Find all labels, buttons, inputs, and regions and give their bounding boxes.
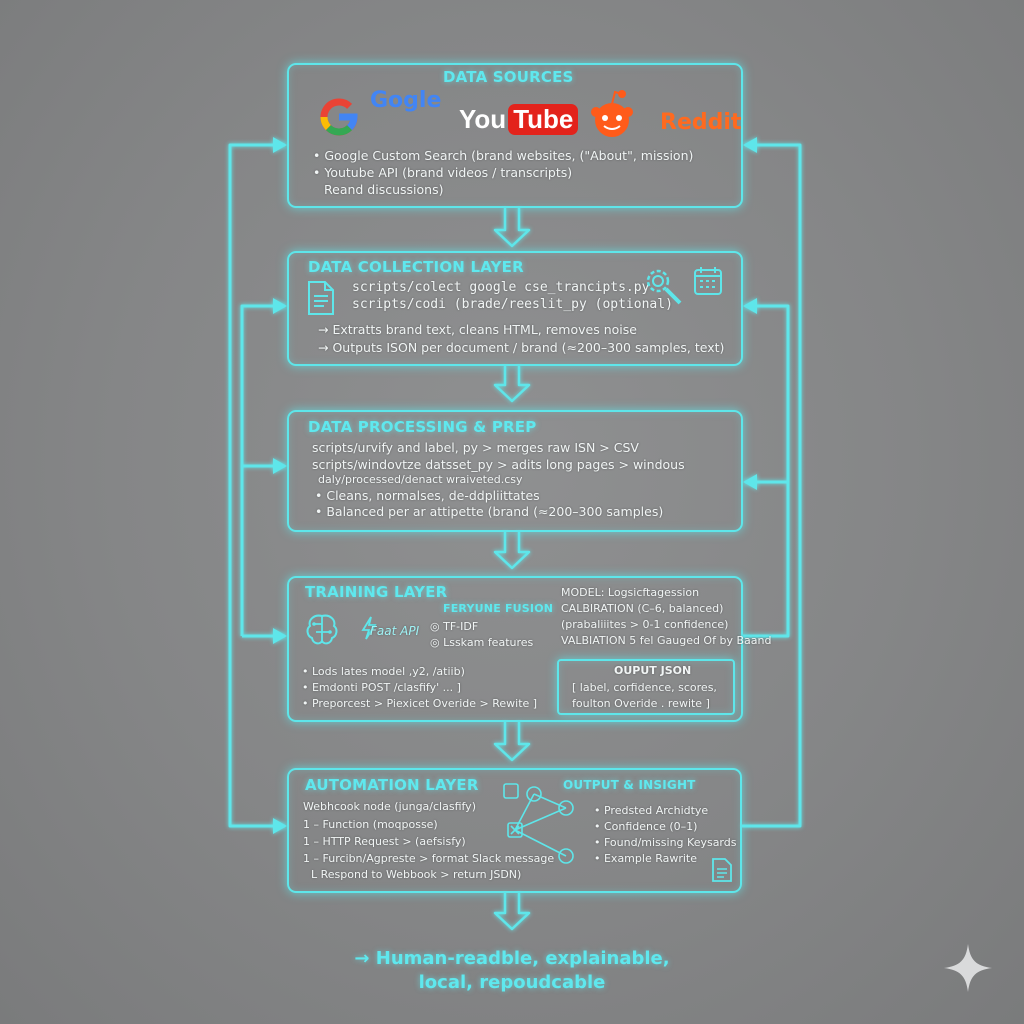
automation-line-5: L Respond to Webbook > return JSDN)	[311, 868, 522, 881]
processing-line-5: • Balanced per ar attipette (brand (≈200…	[315, 504, 664, 519]
training-line-2: • Emdonti POST /clasfify' ... ]	[302, 681, 461, 694]
source-line-reddit: Reand discussions)	[324, 182, 444, 197]
collection-script-2: scripts/codi (brade/reeslit_py (optional…	[352, 297, 673, 312]
automation-line-2: 1 – Function (moqposse)	[303, 818, 438, 831]
youtube-logo-tube: Tube	[508, 104, 579, 135]
automation-line-3: 1 – HTTP Request > (aefsisfy)	[303, 835, 466, 848]
data-sources-box	[287, 63, 743, 208]
feature-lexicon: ◎ Lsskam features	[430, 636, 534, 649]
collection-line-1: → Extratts brand text, cleans HTML, remo…	[318, 322, 637, 337]
insight-line-3: • Found/missing Keysards	[594, 836, 737, 849]
training-box	[287, 576, 743, 722]
output-json-line-2: foulton Overide . rewite ]	[572, 697, 710, 710]
training-line-3: • Preporcest > Piexicet Overide > Rewite…	[302, 697, 538, 710]
output-json-box	[557, 659, 735, 715]
brain-circuit-icon	[302, 610, 342, 654]
collection-script-1: scripts/colect google cse_trancipts.py	[352, 280, 650, 295]
data-collection-title: DATA COLLECTION LAYER	[308, 258, 524, 276]
google-logo-text: Gogle	[370, 88, 442, 113]
model-line-2: CALBIRATION (C–6, balanced)	[561, 602, 724, 615]
insight-line-2: • Confidence (0–1)	[594, 820, 698, 833]
insight-title: OUTPUT & INSIGHT	[563, 778, 696, 792]
reddit-alien-icon	[584, 86, 640, 146]
collection-line-2: → Outputs ISON per document / brand (≈20…	[318, 340, 725, 355]
output-json-title: OUPUT JSON	[614, 664, 692, 677]
automation-line-4: 1 – Furcibn/Agpreste > format Slack mess…	[303, 852, 555, 865]
automation-box	[287, 768, 742, 893]
processing-line-4: • Cleans, normalses, de-ddpliittates	[315, 488, 540, 503]
processing-line-1: scripts/urvify and label, py > merges ra…	[312, 440, 639, 455]
model-line-1: MODEL: Logsicftagession	[561, 586, 700, 599]
data-collection-box	[287, 251, 743, 366]
automation-title: AUTOMATION LAYER	[305, 776, 479, 794]
feature-tfidf: ◎ TF-IDF	[430, 620, 479, 633]
footer-line-1: → Human-readble, explainable,	[354, 948, 670, 969]
report-document-icon	[711, 857, 733, 887]
data-processing-box	[287, 410, 743, 532]
fusion-title: FERYUNE FUSION	[443, 602, 554, 615]
youtube-logo: You Tube	[459, 104, 579, 135]
sparkle-icon	[942, 942, 994, 998]
reddit-logo-text: Reddit	[660, 110, 742, 135]
output-json-line-1: [ label, corfidence, scores,	[572, 681, 717, 694]
insight-line-1: • Predsted Archidtye	[594, 804, 709, 817]
workflow-nodes-icon	[500, 778, 586, 872]
google-g-icon	[318, 96, 360, 142]
fastapi-icon	[359, 615, 379, 645]
gear-search-icon	[640, 263, 686, 313]
insight-line-4: • Example Rawrite	[594, 852, 698, 865]
source-line-youtube: • Youtube API (brand videos / transcript…	[313, 165, 573, 180]
training-title: TRAINING LAYER	[305, 583, 448, 601]
model-line-4: VALBIATION 5 fel Gauged Of by Baand	[561, 634, 772, 647]
footer-line-2: local, repoudcable	[418, 972, 606, 993]
automation-line-1: Webhcook node (junga/clasfify)	[303, 800, 476, 813]
model-line-3: (prabaliiites > 0-1 confidence)	[561, 618, 729, 631]
processing-line-3: daly/processed/denact wraiveted.csy	[318, 473, 523, 486]
calendar-icon	[692, 265, 724, 301]
processing-line-2: scripts/windovtze datsset_py > adits lon…	[312, 457, 685, 472]
fastapi-label: Faat API	[370, 624, 420, 638]
data-processing-title: DATA PROCESSING & PREP	[308, 418, 537, 436]
document-icon	[306, 280, 336, 320]
youtube-logo-you: You	[459, 104, 507, 134]
training-line-1: • Lods lates model ,y2, /atiib)	[302, 665, 465, 678]
data-sources-title: DATA SOURCES	[443, 68, 574, 86]
source-line-google: • Google Custom Search (brand websites, …	[313, 148, 694, 163]
